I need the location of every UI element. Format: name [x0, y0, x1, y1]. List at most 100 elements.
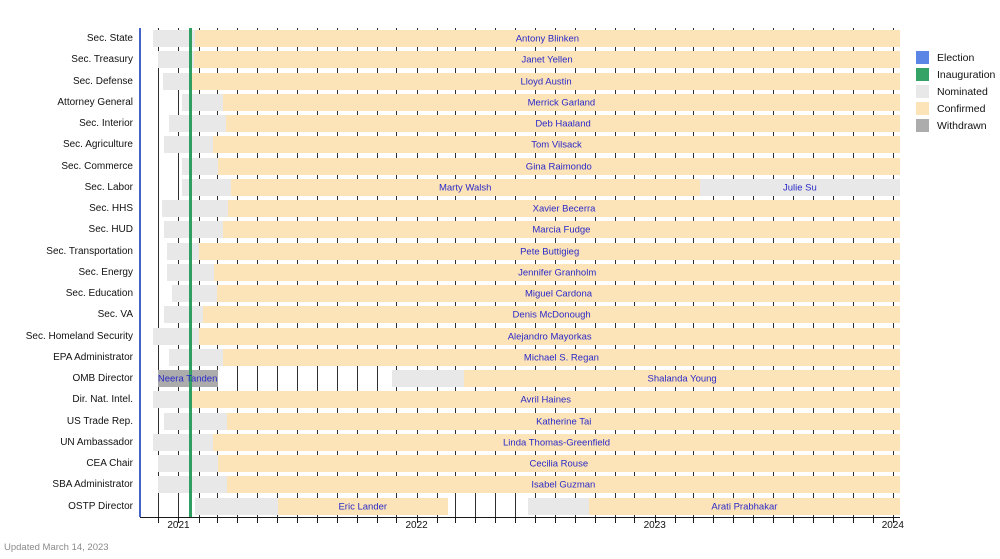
legend-swatch-election	[916, 51, 929, 64]
bar-segment-nominated	[164, 136, 214, 154]
axis-tick	[654, 518, 656, 523]
appointee-name: Jennifer Granholm	[518, 267, 597, 279]
axis-tick	[436, 518, 438, 523]
row-label: Sec. HHS	[89, 203, 133, 215]
legend-label: Election	[937, 51, 975, 64]
bar-segment-confirmed	[222, 348, 900, 366]
bar-segment-confirmed	[217, 455, 900, 473]
bar-segment-nominated	[164, 221, 223, 239]
appointee-name: Deb Haaland	[535, 118, 591, 130]
bar-segment-confirmed	[227, 412, 900, 430]
axis-tick	[396, 518, 398, 523]
legend-label: Withdrawn	[937, 119, 987, 132]
appointee-name: Merrick Garland	[527, 97, 596, 109]
legend-label: Nominated	[937, 85, 988, 98]
row-label: Sec. Energy	[78, 266, 133, 278]
bar-segment-nominated	[182, 157, 218, 175]
legend-swatch-inauguration	[916, 68, 929, 81]
legend-item-election: Election	[916, 51, 995, 64]
row-label: Sec. Interior	[79, 118, 133, 130]
axis-tick	[614, 518, 616, 523]
axis-tick	[753, 518, 755, 523]
appointee-name: Julie Su	[782, 182, 817, 194]
bar-segment-confirmed	[199, 242, 900, 260]
legend-item-inauguration: Inauguration	[916, 68, 995, 81]
bar-segment-nominated	[158, 476, 227, 494]
bar-segment-nominated	[157, 51, 195, 69]
bar-segment-nominated	[194, 497, 278, 515]
appointee-name: Arati Prabhakar	[711, 501, 778, 513]
appointee-name: Cecilia Rouse	[529, 458, 589, 470]
row-label: Sec. Defense	[72, 75, 133, 87]
appointee-name: Xavier Becerra	[532, 203, 596, 215]
axis-tick	[534, 518, 536, 523]
bar-segment-nominated	[162, 200, 229, 218]
bar-segment-confirmed	[217, 157, 900, 175]
row-label: Sec. Transportation	[46, 245, 133, 257]
axis-tick	[356, 518, 358, 523]
axis-tick	[772, 518, 774, 523]
bar-segment-nominated	[182, 93, 223, 111]
bar-segment-confirmed	[194, 51, 900, 69]
axis-tick	[832, 518, 834, 523]
axis-tick	[872, 518, 874, 523]
election-line	[139, 28, 141, 517]
bar-segment-confirmed	[191, 391, 900, 409]
appointee-name: Eric Lander	[338, 501, 388, 513]
bar-segment-nominated	[699, 178, 900, 196]
appointee-name: Janet Yellen	[521, 54, 573, 66]
bar-segment-confirmed	[222, 93, 900, 111]
month-gridline	[158, 28, 160, 517]
bar-segment-confirmed	[222, 221, 900, 239]
row-label: Sec. Homeland Security	[25, 330, 133, 342]
legend-swatch-confirmed	[916, 102, 929, 115]
axis-tick	[813, 518, 815, 523]
axis-tick	[892, 518, 894, 523]
appointee-name: Gina Raimondo	[525, 161, 592, 173]
bar-segment-nominated	[168, 115, 227, 133]
bar-segment-nominated	[153, 30, 195, 47]
legend-item-confirmed: Confirmed	[916, 102, 995, 115]
bar-segment-nominated	[153, 391, 192, 409]
bar-segment-nominated	[162, 72, 193, 90]
axis-tick	[674, 518, 676, 523]
axis-tick	[494, 518, 496, 523]
appointee-name: Pete Buttigieg	[520, 246, 580, 258]
axis-tick	[337, 518, 338, 523]
bar-segment-confirmed	[213, 433, 900, 451]
axis-tick	[693, 518, 695, 523]
axis-tick	[316, 518, 318, 523]
axis-tick	[296, 518, 298, 523]
legend: Election Inauguration Nominated Confirmed Wi…	[916, 51, 995, 132]
axis-tick	[198, 518, 200, 523]
row-label: Sec. Education	[65, 288, 133, 300]
axis-tick	[376, 518, 378, 523]
legend-item-nominated: Nominated	[916, 85, 995, 98]
inauguration-line	[189, 28, 193, 517]
axis-tick	[475, 518, 477, 523]
year-label: 2021	[167, 520, 190, 531]
axis-tick	[793, 518, 794, 523]
updated-note: Updated March 14, 2023	[4, 542, 109, 553]
bar-segment-confirmed	[203, 306, 900, 324]
bar-segment-nominated	[391, 370, 465, 388]
row-label: Sec. VA	[97, 309, 133, 321]
appointee-name: Katherine Tai	[536, 416, 592, 428]
row-label: Sec. HUD	[88, 224, 133, 236]
year-label: 2022	[405, 520, 428, 531]
bar-segment-confirmed	[228, 200, 900, 218]
appointee-name: Michael S. Regan	[523, 352, 599, 364]
axis-tick	[237, 518, 239, 523]
bar-segment-confirmed	[194, 30, 900, 47]
bar-segment-confirmed	[230, 178, 700, 196]
appointee-name: Marcia Fudge	[532, 224, 591, 236]
year-label: 2023	[643, 520, 666, 531]
axis-tick	[594, 518, 596, 523]
row-label: Sec. Commerce	[61, 160, 133, 172]
axis-tick	[554, 518, 556, 523]
bar-segment-confirmed	[199, 327, 900, 345]
appointee-name: Neera Tanden	[157, 373, 218, 385]
year-label: 2024	[881, 520, 904, 531]
bar-segment-confirmed	[226, 115, 900, 133]
